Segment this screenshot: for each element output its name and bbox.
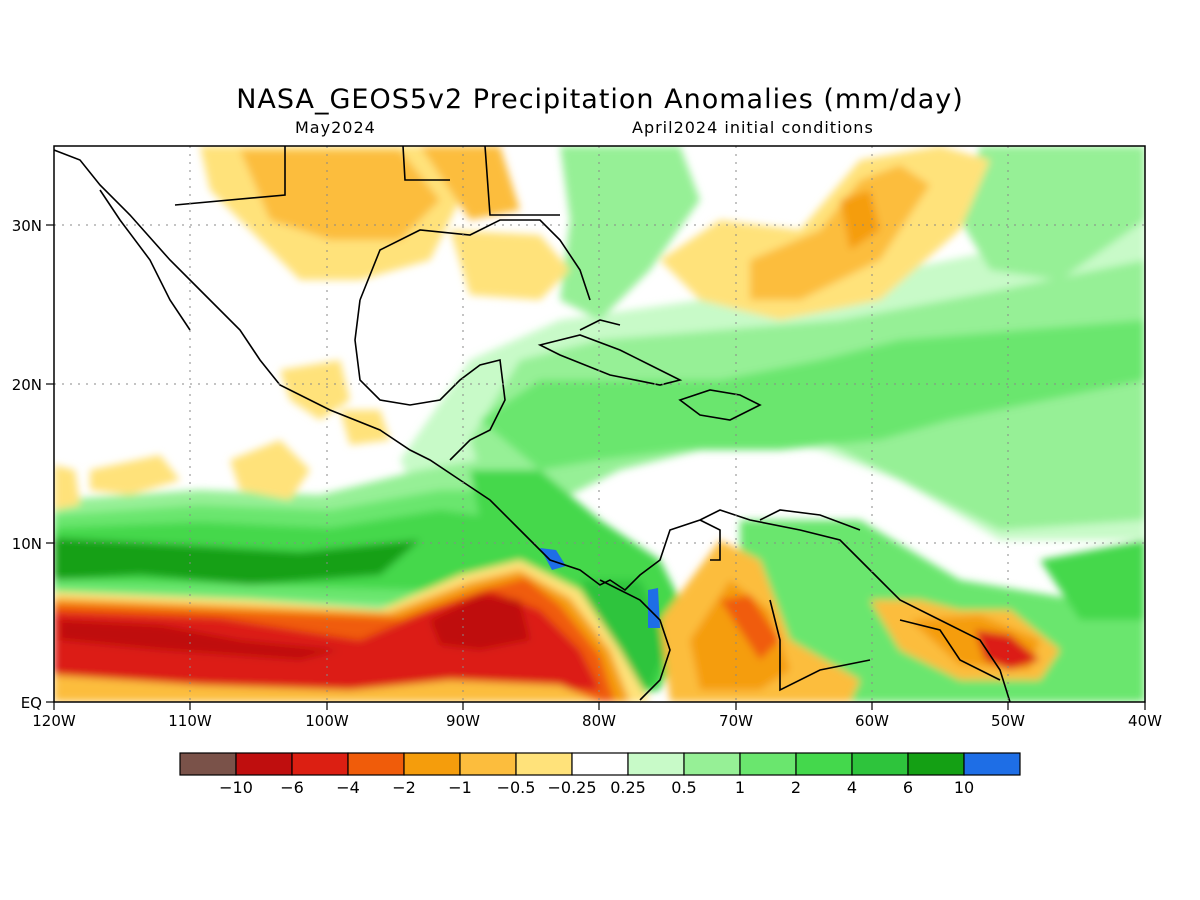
wet-anomaly-region	[480, 320, 1145, 470]
x-tick-label: 110W	[168, 712, 212, 730]
initial-conditions-label: April2024 initial conditions	[632, 118, 874, 137]
colorbar-label: 10	[954, 778, 974, 797]
colorbar-swatch	[515, 752, 573, 776]
wet-anomaly-region	[960, 146, 1145, 280]
anomaly-field	[54, 146, 1145, 702]
dry-anomaly-region	[90, 455, 180, 495]
colorbar-label: −1	[448, 778, 472, 797]
y-tick-label: EQ	[21, 694, 42, 712]
colorbar-swatch	[627, 752, 685, 776]
strong-wet-spot	[648, 588, 660, 628]
strong-wet-spot	[540, 548, 566, 570]
dry-anomaly-region	[720, 595, 780, 660]
colorbar-swatch	[963, 752, 1021, 776]
gridlines	[54, 146, 1145, 702]
colorbar-label: 1	[735, 778, 745, 797]
colorbar-swatch	[571, 752, 629, 776]
dry-anomaly-region	[750, 165, 930, 300]
chart-title: NASA_GEOS5v2 Precipitation Anomalies (mm…	[236, 84, 964, 115]
colorbar-swatch	[683, 752, 741, 776]
x-tick-label: 120W	[32, 712, 76, 730]
x-tick-label: 80W	[582, 712, 616, 730]
forecast-month: May2024	[295, 118, 376, 137]
dry-anomaly-region	[60, 620, 340, 660]
colorbar-label: −6	[280, 778, 304, 797]
tick-marks	[46, 224, 1146, 710]
wet-anomaly-region	[54, 538, 420, 585]
dry-anomaly-region	[430, 595, 530, 650]
x-tick-label: 50W	[991, 712, 1025, 730]
x-tick-label: 40W	[1128, 712, 1162, 730]
colorbar-label: −0.25	[547, 778, 596, 797]
colorbar-swatch	[235, 752, 293, 776]
colorbar: −10 −6 −4 −2 −1 −0.5 −0.25 0.25 0.5 1 2 4 6 10	[179, 752, 1021, 797]
colorbar-swatch	[347, 752, 405, 776]
colorbar-label: 4	[847, 778, 857, 797]
colorbar-label: 0.25	[610, 778, 646, 797]
colorbar-swatch	[459, 752, 517, 776]
colorbar-label: 0.5	[671, 778, 696, 797]
coastlines	[54, 146, 1011, 702]
colorbar-swatch	[907, 752, 965, 776]
colorbar-swatch	[795, 752, 853, 776]
colorbar-label: 6	[903, 778, 913, 797]
colorbar-label: 2	[791, 778, 801, 797]
dry-anomaly-region	[280, 360, 350, 420]
colorbar-swatch	[291, 752, 349, 776]
dry-anomaly-region	[690, 580, 790, 690]
dry-anomaly-region	[54, 675, 600, 702]
dry-anomaly-region	[54, 465, 80, 510]
x-tick-label: 100W	[305, 712, 349, 730]
colorbar-swatch	[403, 752, 461, 776]
colorbar-swatch	[739, 752, 797, 776]
y-tick-label: 30N	[12, 217, 42, 235]
colorbar-label: −10	[219, 778, 253, 797]
wet-anomaly-region	[560, 146, 700, 320]
wet-anomaly-region	[1040, 540, 1145, 620]
dry-anomaly-region	[230, 440, 310, 500]
x-tick-label: 70W	[719, 712, 753, 730]
dry-anomaly-region	[240, 150, 440, 240]
dry-anomaly-region	[420, 146, 520, 220]
colorbar-swatch	[179, 752, 237, 776]
colorbar-label: −4	[336, 778, 360, 797]
dry-anomaly-region	[840, 190, 880, 250]
colorbar-label: −2	[392, 778, 416, 797]
x-tick-label: 90W	[446, 712, 480, 730]
colorbar-swatch	[851, 752, 909, 776]
y-tick-label: 20N	[12, 376, 42, 394]
y-tick-label: 10N	[12, 535, 42, 553]
colorbar-label: −0.5	[497, 778, 536, 797]
dry-anomaly-region	[450, 230, 570, 300]
x-tick-label: 60W	[855, 712, 889, 730]
